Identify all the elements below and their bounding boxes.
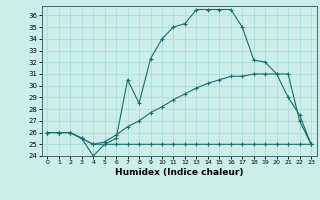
X-axis label: Humidex (Indice chaleur): Humidex (Indice chaleur) — [115, 168, 244, 177]
